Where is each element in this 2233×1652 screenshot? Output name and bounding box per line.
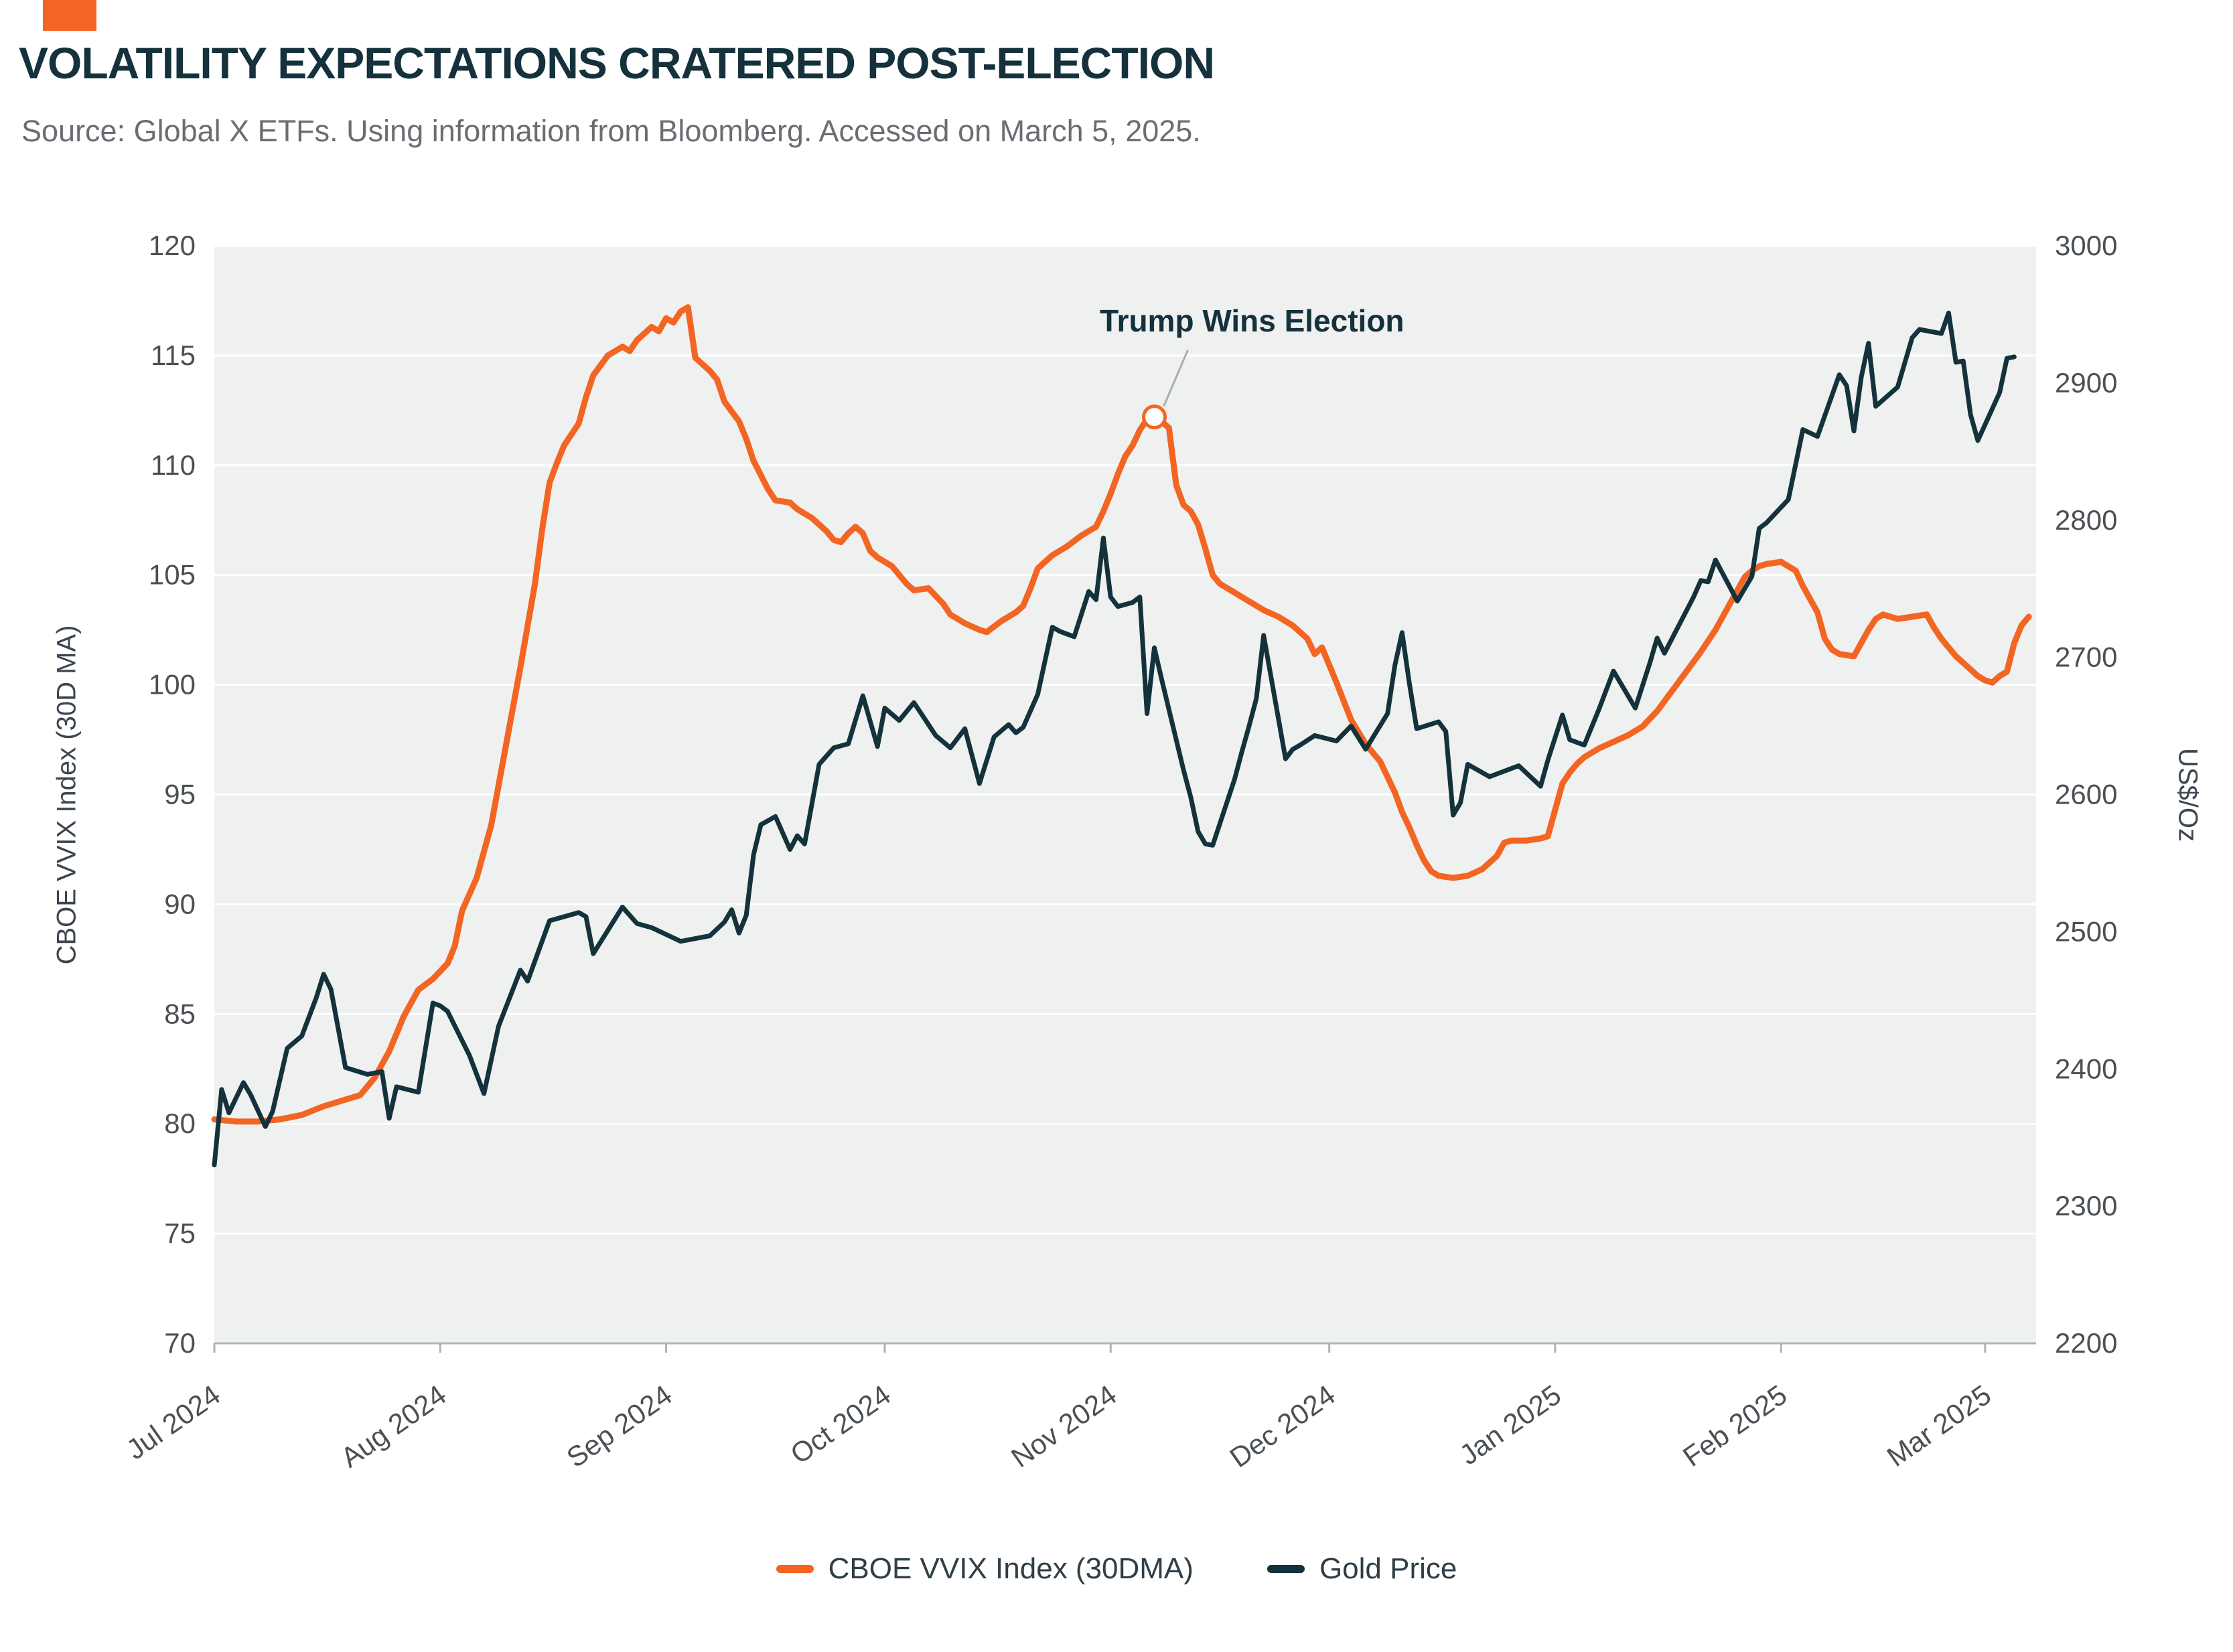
election-annotation-label: Trump Wins Election	[1100, 303, 1404, 338]
vvix-legend-swatch-icon	[776, 1565, 814, 1573]
x-axis-tick-label: Jul 2024	[121, 1379, 226, 1466]
right-axis-tick-label: 2200	[2055, 1327, 2117, 1359]
left-axis-tick-label: 70	[164, 1327, 196, 1359]
left-axis-tick-label: 110	[151, 449, 196, 481]
x-axis-tick-label: Mar 2025	[1881, 1379, 1997, 1473]
right-axis-tick-label: 2700	[2055, 642, 2117, 673]
right-axis-tick-label: 2900	[2055, 367, 2117, 398]
x-axis-tick-label: Dec 2024	[1224, 1379, 1341, 1474]
x-axis-tick-label: Sep 2024	[561, 1379, 677, 1474]
x-axis-tick-label: Feb 2025	[1677, 1379, 1792, 1473]
right-axis-tick-label: 2300	[2055, 1190, 2117, 1221]
left-axis-tick-label: 100	[149, 669, 196, 700]
right-axis-tick-label: 2800	[2055, 504, 2117, 536]
right-axis-tick-label: 3000	[2055, 230, 2117, 261]
left-axis-title: CBOE VVIX Index (30D MA)	[52, 625, 82, 965]
election-marker	[1142, 404, 1167, 430]
chart-legend: CBOE VVIX Index (30DMA) Gold Price	[0, 1552, 2233, 1586]
legend-item-vvix: CBOE VVIX Index (30DMA)	[776, 1552, 1194, 1586]
right-axis-tick-label: 2600	[2055, 779, 2117, 810]
left-axis-tick-label: 95	[164, 779, 196, 810]
x-axis-tick-label: Jan 2025	[1454, 1379, 1567, 1471]
right-axis-tick-label: 2400	[2055, 1053, 2117, 1084]
page-title: VOLATILITY EXPECTATIONS CRATERED POST-EL…	[19, 38, 1215, 88]
x-axis-tick-label: Aug 2024	[335, 1379, 451, 1474]
gold-legend-swatch-icon	[1267, 1565, 1305, 1573]
left-axis-tick-label: 90	[164, 888, 196, 919]
brand-accent-square	[43, 0, 96, 31]
source-note: Source: Global X ETFs. Using information…	[21, 114, 1201, 148]
vvix-line	[211, 304, 2032, 1125]
left-axis-tick-label: 105	[149, 559, 196, 591]
legend-item-gold: Gold Price	[1267, 1552, 1457, 1586]
left-axis-tick-label: 115	[151, 340, 196, 371]
gold-legend-label: Gold Price	[1319, 1552, 1457, 1585]
left-axis-tick-label: 85	[164, 998, 196, 1029]
x-axis-tick-label: Nov 2024	[1005, 1379, 1122, 1474]
gold-line	[212, 310, 2017, 1168]
right-axis-title: US$/Oz	[2173, 747, 2203, 842]
right-axis-tick-label: 2500	[2055, 915, 2117, 947]
x-axis-tick-label: Oct 2024	[785, 1379, 897, 1470]
annotation-leader-line	[1163, 350, 1189, 407]
left-axis-tick-label: 80	[164, 1108, 196, 1139]
vvix-legend-label: CBOE VVIX Index (30DMA)	[828, 1552, 1194, 1585]
left-axis-tick-label: 75	[164, 1217, 196, 1249]
left-axis-tick-label: 120	[149, 230, 196, 261]
